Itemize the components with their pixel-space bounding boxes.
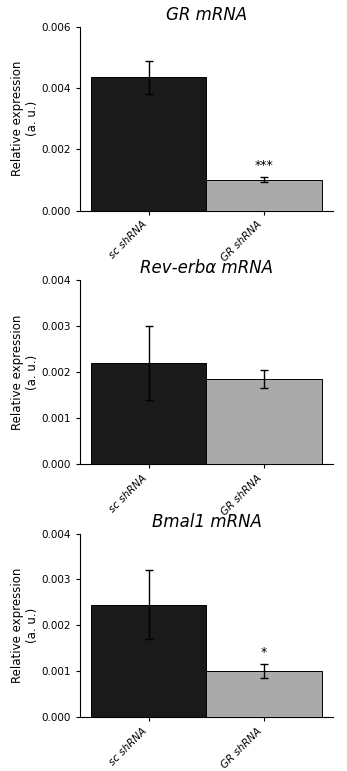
Text: *: * [261,646,267,658]
Bar [91,77,206,210]
Y-axis label: Relative expression
(a. u.): Relative expression (a. u.) [10,567,39,683]
Y-axis label: Relative expression
(a. u.): Relative expression (a. u.) [10,61,39,177]
Bar [206,180,322,210]
Bar [91,604,206,717]
Title: Rev-erbα mRNA: Rev-erbα mRNA [140,259,273,278]
Y-axis label: Relative expression
(a. u.): Relative expression (a. u.) [10,315,39,429]
Text: ***: *** [255,159,273,172]
Title: Bmal1 mRNA: Bmal1 mRNA [152,513,261,530]
Bar [206,379,322,464]
Bar [91,363,206,464]
Title: GR mRNA: GR mRNA [166,6,247,24]
Bar [206,671,322,717]
